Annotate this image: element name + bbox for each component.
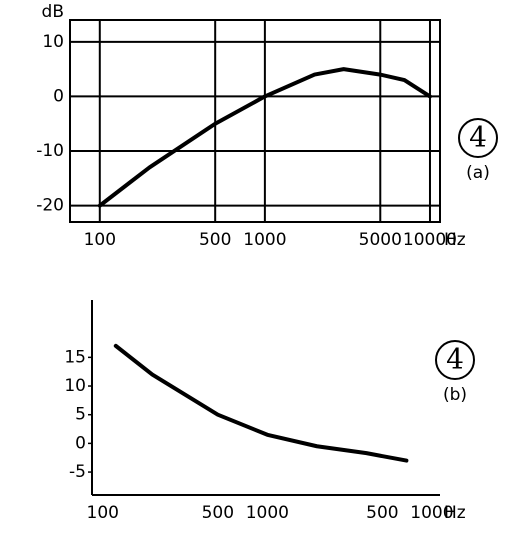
data-line (97, 67, 432, 208)
x-tick-label: 1000 (246, 503, 289, 523)
x-tick-label: 500 (202, 503, 234, 523)
badge: 4 (469, 121, 487, 154)
x-tick-label: 1000 (243, 230, 286, 250)
y-tick-label: -10 (36, 141, 64, 161)
x-tick-label: 100 (87, 503, 119, 523)
x-tick-label: 500 (366, 503, 398, 523)
x-axis-label: Hz (444, 503, 466, 523)
y-tick-label: -20 (36, 196, 64, 216)
badge-circle (458, 118, 498, 158)
x-tick-label: 500 (199, 230, 231, 250)
y-tick-label: 0 (53, 86, 64, 106)
y-tick-label: -5 (69, 462, 86, 482)
data-line (113, 343, 409, 463)
plot-frame (69, 19, 441, 223)
x-tick-label: 1000 (410, 503, 453, 523)
y-tick-label: 15 (64, 347, 86, 367)
panel-label: (a) (466, 163, 490, 183)
panel-label: (b) (443, 385, 467, 405)
badge-circle (435, 340, 475, 380)
badge: 4 (446, 343, 464, 376)
x-axis-label: Hz (444, 230, 466, 250)
y-tick-label: 0 (75, 433, 86, 453)
y-tick-label: 5 (75, 405, 86, 425)
x-tick-label: 5000 (359, 230, 402, 250)
x-tick-label: 100 (84, 230, 116, 250)
y-tick-label: 10 (42, 32, 64, 52)
y-tick-label: 10 (64, 376, 86, 396)
y-axis-label: dB (42, 2, 64, 22)
x-tick-label: 10000 (403, 230, 457, 250)
